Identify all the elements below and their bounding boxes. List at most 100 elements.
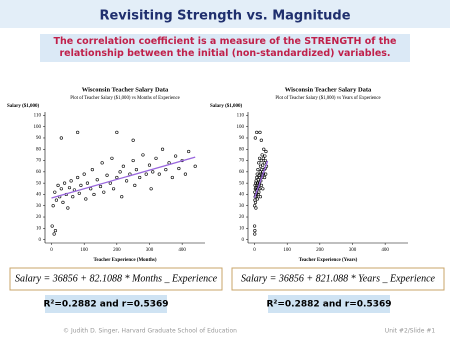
point: [174, 154, 178, 158]
title-bar: [0, 0, 450, 28]
point: [62, 181, 67, 185]
x-tick-label: 300: [146, 248, 154, 253]
y-tick-label: 110: [34, 114, 42, 119]
x-axis-label: Teacher Experience (Years): [299, 258, 358, 263]
point: [67, 186, 72, 190]
y-axis-label: Salary ($1,000): [7, 104, 40, 109]
point: [131, 138, 135, 142]
point: [133, 183, 137, 188]
point: [56, 183, 60, 188]
point: [253, 200, 258, 204]
y-tick-label: 0: [39, 238, 42, 243]
x-tick-label: 200: [113, 248, 121, 253]
fit-line: [253, 160, 269, 199]
slide-title: Revisiting Strength vs. Magnitude: [99, 9, 350, 24]
subtitle: The correlation coefficient is a measure…: [53, 36, 397, 59]
point: [256, 178, 260, 182]
point: [259, 183, 264, 188]
point: [131, 158, 135, 163]
point: [110, 156, 114, 160]
point: [177, 166, 181, 171]
point: [257, 190, 261, 194]
point: [170, 175, 174, 180]
y-tick-label: 50: [36, 181, 42, 186]
point: [71, 195, 75, 199]
point: [77, 191, 81, 195]
y-tick-label: 20: [239, 215, 245, 220]
point: [82, 172, 86, 176]
point: [261, 187, 265, 191]
point: [258, 187, 262, 191]
y-tick-label: 30: [36, 204, 42, 209]
point: [134, 167, 139, 172]
y-tick-label: 40: [36, 193, 42, 198]
point: [259, 158, 263, 163]
point: [76, 175, 80, 180]
x-axis-label: Teacher Experience (Months): [93, 258, 156, 263]
point: [100, 161, 104, 165]
point: [160, 147, 165, 151]
y-tick-label: 90: [36, 136, 42, 141]
point: [53, 190, 57, 194]
point: [59, 187, 63, 191]
point: [108, 181, 112, 185]
point: [54, 198, 59, 202]
point: [183, 172, 188, 176]
point: [120, 195, 124, 199]
point: [66, 206, 70, 210]
stat-box: [45, 295, 167, 313]
x-tick-label: 100: [80, 248, 88, 253]
x-tick-label: 400: [381, 248, 389, 253]
x-tick-label: 0: [50, 248, 53, 253]
chart-subtitle: Plot of Teacher Salary ($1,000) vs Years…: [275, 96, 380, 101]
point: [255, 175, 259, 180]
point: [264, 149, 268, 154]
x-tick-label: 100: [283, 248, 291, 253]
subtitle-box: [40, 34, 410, 62]
point: [263, 154, 267, 158]
y-tick-label: 110: [237, 114, 245, 119]
point: [154, 156, 158, 160]
point: [118, 170, 122, 174]
y-tick-label: 70: [36, 159, 42, 164]
point: [255, 181, 260, 185]
y-tick-label: 80: [239, 147, 245, 152]
point: [261, 163, 265, 167]
stat: R²=0.2882 and r=0.5369: [266, 300, 391, 310]
point: [259, 138, 263, 142]
point: [52, 232, 56, 236]
point: [111, 187, 116, 191]
fit-line: [51, 156, 196, 199]
point: [149, 187, 153, 191]
x-tick-label: 0: [253, 248, 256, 253]
subtitle-wrap: The correlation coefficient is a measure…: [53, 36, 397, 59]
point: [121, 164, 125, 168]
y-tick-label: 50: [239, 181, 245, 186]
point: [187, 149, 191, 154]
point: [164, 167, 168, 172]
point: [51, 204, 55, 208]
equation: Salary = 36856 + 821.088 * Years _ Exper…: [241, 273, 436, 284]
point: [76, 130, 80, 134]
stat: R²=0.2882 and r=0.5369: [43, 300, 168, 310]
chart-subtitle: Plot of Teacher Salary ($1,000) vs Month…: [70, 96, 179, 101]
point: [141, 153, 145, 157]
point: [252, 224, 257, 228]
point: [255, 130, 259, 134]
x-tick-label: 200: [316, 248, 324, 253]
x-tick-label: 300: [349, 248, 357, 253]
point: [61, 200, 65, 204]
point: [260, 153, 264, 157]
equation-box: [9, 267, 223, 291]
y-tick-label: 0: [242, 238, 245, 243]
y-tick-label: 60: [36, 170, 42, 175]
point: [69, 179, 73, 183]
point: [193, 164, 197, 168]
point: [253, 136, 257, 140]
y-tick-label: 20: [36, 215, 42, 220]
y-tick-label: 90: [239, 136, 245, 141]
point: [115, 175, 119, 180]
point: [79, 183, 83, 188]
point: [253, 228, 257, 233]
